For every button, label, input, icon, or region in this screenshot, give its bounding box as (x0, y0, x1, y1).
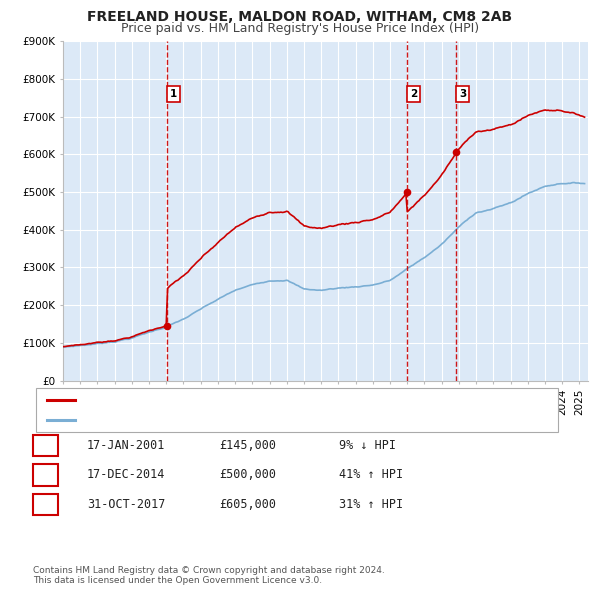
Text: 2: 2 (41, 468, 50, 481)
Text: 31-OCT-2017: 31-OCT-2017 (87, 498, 166, 511)
Text: 31% ↑ HPI: 31% ↑ HPI (339, 498, 403, 511)
Text: 1: 1 (170, 89, 178, 99)
Text: 17-DEC-2014: 17-DEC-2014 (87, 468, 166, 481)
Text: £145,000: £145,000 (219, 439, 276, 452)
Text: Contains HM Land Registry data © Crown copyright and database right 2024.
This d: Contains HM Land Registry data © Crown c… (33, 566, 385, 585)
Text: FREELAND HOUSE, MALDON ROAD, WITHAM, CM8 2AB: FREELAND HOUSE, MALDON ROAD, WITHAM, CM8… (88, 10, 512, 24)
Text: 3: 3 (41, 498, 50, 511)
Text: Price paid vs. HM Land Registry's House Price Index (HPI): Price paid vs. HM Land Registry's House … (121, 22, 479, 35)
Text: 9% ↓ HPI: 9% ↓ HPI (339, 439, 396, 452)
Text: HPI: Average price, detached house, Braintree: HPI: Average price, detached house, Brai… (79, 415, 337, 425)
Text: 1: 1 (41, 439, 50, 452)
Text: 41% ↑ HPI: 41% ↑ HPI (339, 468, 403, 481)
Text: £500,000: £500,000 (219, 468, 276, 481)
Text: FREELAND HOUSE, MALDON ROAD, WITHAM, CM8 2AB (detached house): FREELAND HOUSE, MALDON ROAD, WITHAM, CM8… (79, 395, 486, 405)
Text: 17-JAN-2001: 17-JAN-2001 (87, 439, 166, 452)
Text: 3: 3 (459, 89, 466, 99)
Text: £605,000: £605,000 (219, 498, 276, 511)
Text: 2: 2 (410, 89, 417, 99)
